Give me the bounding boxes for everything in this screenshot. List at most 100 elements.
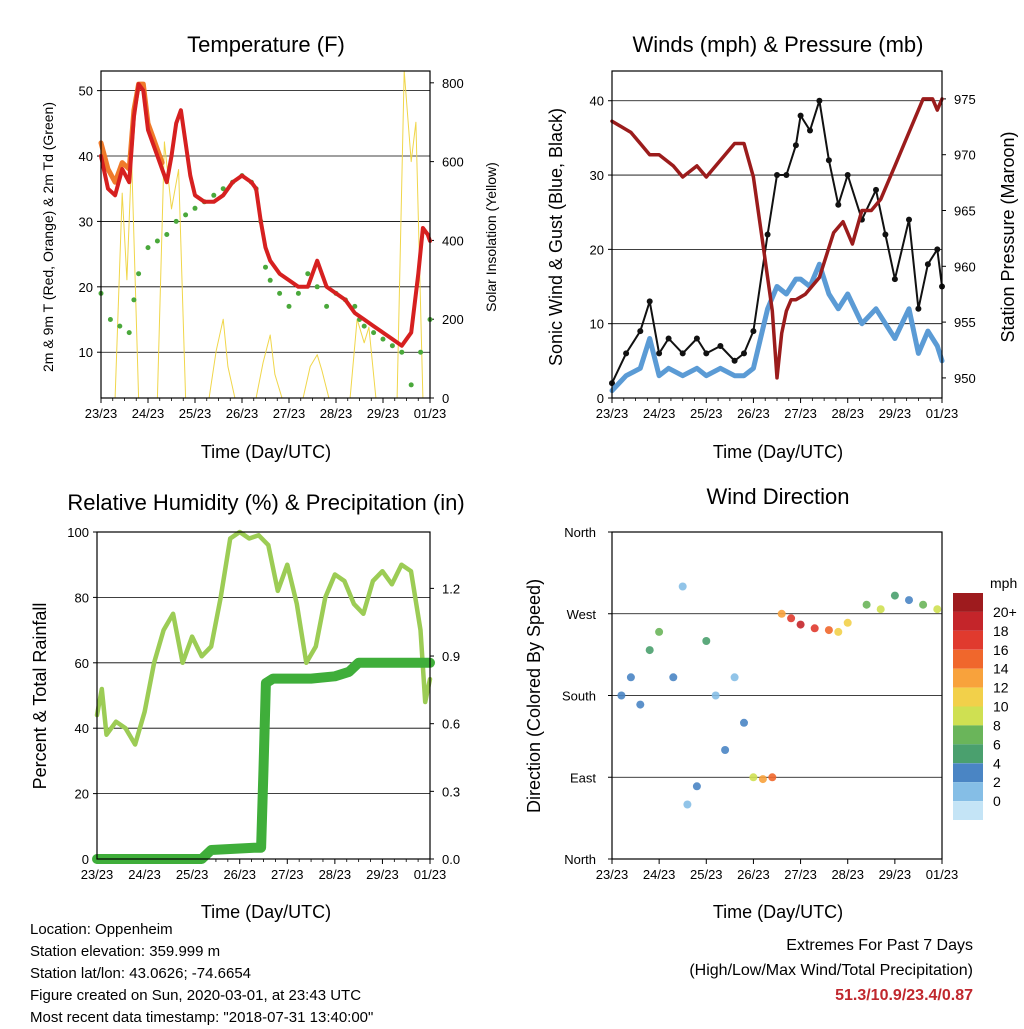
y-tick-label-right: 975	[954, 92, 976, 107]
humidity-ylabel: Percent & Total Rainfall	[30, 603, 50, 790]
direction-point	[787, 614, 796, 623]
direction-point	[834, 627, 843, 636]
dewpoint-point	[361, 323, 367, 329]
y-tick-label: 30	[79, 214, 93, 229]
colorbar-label: 10	[993, 699, 1009, 715]
dewpoint-point	[107, 317, 113, 322]
x-tick-label: 24/23	[132, 406, 165, 421]
x-tick-label: 26/23	[223, 867, 256, 882]
dewpoint-point	[324, 303, 330, 309]
direction-point	[730, 673, 739, 682]
gust-line	[611, 99, 943, 385]
direction-ylabel: Direction (Colored By Speed)	[524, 579, 544, 813]
dewpoint-point	[131, 297, 137, 303]
colorbar-swatch	[953, 744, 983, 764]
solar-insolation-line	[114, 70, 431, 399]
colorbar-swatch	[953, 687, 983, 707]
y-tick-label-right: 400	[442, 233, 464, 248]
y-tick-label: 40	[75, 721, 89, 736]
dewpoint-point	[164, 232, 170, 237]
x-tick-label: 27/23	[271, 867, 304, 882]
dewpoint-point	[267, 277, 273, 283]
y-tick-label-right: 0.0	[442, 852, 460, 867]
direction-point	[933, 605, 942, 614]
direction-point	[692, 782, 701, 791]
y-tick-label-right: 1.2	[442, 581, 460, 596]
direction-point	[919, 600, 928, 609]
x-tick-label: 25/23	[179, 406, 212, 421]
temperature-xlabel: Time (Day/UTC)	[201, 442, 331, 462]
y-tick-label: 20	[79, 280, 93, 295]
colorbar-label: 20+	[993, 604, 1017, 620]
dewpoint-point	[277, 290, 283, 296]
footer-created: Figure created on Sun, 2020-03-01, at 23…	[30, 987, 362, 1004]
x-tick-label: 28/23	[319, 867, 352, 882]
y-tick-label-right: 955	[954, 315, 976, 330]
x-tick-label: 27/23	[784, 867, 817, 882]
temp-2m-line	[99, 82, 432, 348]
humidity-panel: Relative Humidity (%) & Precipitation (i…	[30, 490, 465, 922]
plot-frame	[611, 70, 943, 399]
colorbar-swatch	[953, 630, 983, 650]
y-tick-label-right: 970	[954, 148, 976, 163]
direction-point	[617, 691, 626, 700]
colorbar-swatch	[953, 611, 983, 631]
colorbar-swatch	[953, 763, 983, 783]
extremes-subtitle: (High/Low/Max Wind/Total Precipitation)	[689, 962, 973, 979]
footer-latlon: Station lat/lon: 43.0626; -74.6654	[30, 965, 252, 982]
y-tick-label: 40	[590, 94, 604, 109]
humidity-title: Relative Humidity (%) & Precipitation (i…	[67, 490, 464, 515]
sonic-wind-line	[609, 261, 945, 394]
y-tick-label: South	[562, 689, 596, 704]
plot-frame	[100, 70, 431, 399]
x-tick-label: 28/23	[320, 406, 353, 421]
winds-xlabel: Time (Day/UTC)	[713, 442, 843, 462]
temperature-ylabel: 2m & 9m T (Red, Orange) & 2m Td (Green)	[40, 102, 56, 372]
extremes-values: 51.3/10.9/23.4/0.87	[835, 987, 973, 1004]
x-tick-label: 26/23	[226, 406, 259, 421]
extremes-box: Extremes For Past 7 Days (High/Low/Max W…	[689, 933, 973, 1008]
y-tick-label-right: 0.9	[442, 649, 460, 664]
direction-point	[636, 700, 645, 709]
colorbar-label: 2	[993, 774, 1001, 790]
colorbar-label: 8	[993, 717, 1001, 733]
colorbar-label: 14	[993, 661, 1009, 677]
x-tick-label: 25/23	[690, 867, 723, 882]
x-tick-label: 01/23	[414, 867, 447, 882]
colorbar-label: 4	[993, 755, 1001, 771]
x-tick-label: 24/23	[643, 867, 676, 882]
dewpoint-point	[117, 323, 123, 329]
y-tick-label-right: 200	[442, 312, 464, 327]
direction-point	[862, 600, 871, 609]
x-tick-label: 28/23	[831, 406, 864, 421]
x-tick-label: 23/23	[85, 406, 118, 421]
y-tick-label: North	[564, 525, 596, 540]
y-tick-label: 100	[67, 525, 89, 540]
y-tick-label-right: 800	[442, 76, 464, 91]
extremes-title: Extremes For Past 7 Days	[786, 937, 973, 954]
dewpoint-point	[399, 349, 405, 355]
dewpoint-point	[154, 238, 160, 244]
direction-point	[683, 800, 692, 809]
temperature-title: Temperature (F)	[187, 32, 345, 57]
dewpoint-point	[192, 205, 198, 211]
dewpoint-point	[418, 349, 424, 355]
dewpoint-point	[220, 186, 226, 192]
footer-info: Location: Oppenheim Station elevation: 3…	[30, 919, 373, 1029]
direction-title: Wind Direction	[706, 484, 849, 509]
direction-point	[905, 596, 913, 605]
dewpoint-point	[371, 330, 377, 336]
direction-point	[669, 673, 678, 682]
dewpoint-point	[183, 212, 189, 218]
winds-title: Winds (mph) & Pressure (mb)	[633, 32, 924, 57]
temperature-ylabel-right: Solar Insolation (Yellow)	[483, 162, 499, 312]
humidity-xlabel: Time (Day/UTC)	[201, 902, 331, 922]
y-tick-label: East	[570, 770, 596, 785]
y-tick-label: West	[567, 607, 597, 622]
y-tick-label-right: 600	[442, 155, 464, 170]
y-tick-label-right: 950	[954, 371, 976, 386]
colorbar-label: 18	[993, 623, 1009, 639]
winds-panel: Winds (mph) & Pressure (mb) Time (Day/UT…	[546, 32, 1018, 462]
direction-point	[768, 773, 777, 782]
